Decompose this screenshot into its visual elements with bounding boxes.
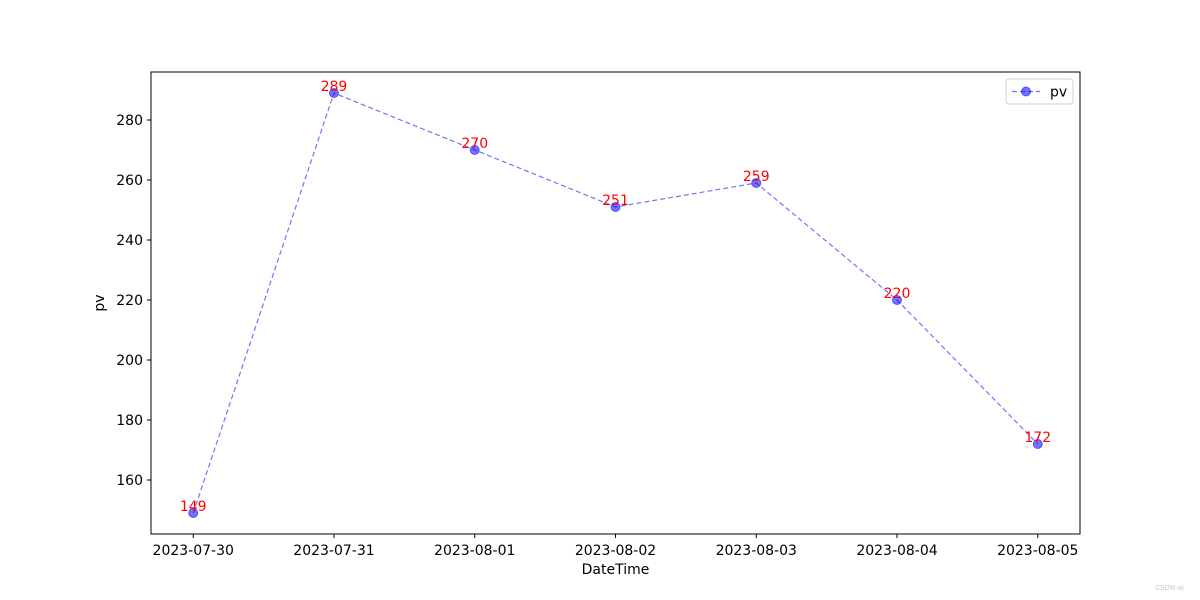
data-point	[469, 145, 480, 155]
x-tick-label: 2023-08-03	[716, 543, 797, 559]
data-label: 289	[321, 79, 348, 95]
y-tick-label: 240	[116, 233, 143, 249]
data-point	[188, 508, 199, 518]
plot-frame	[150, 71, 1081, 535]
pv-series-points	[188, 88, 1043, 518]
data-point	[328, 88, 339, 98]
x-tick-label: 2023-08-01	[434, 543, 515, 559]
data-label: 259	[743, 169, 770, 185]
x-axis: 2023-07-30 2023-07-31 2023-08-01 2023-08-02…	[153, 534, 1078, 559]
data-label: 220	[884, 286, 911, 302]
y-axis-label: pv	[92, 294, 108, 311]
data-label: 172	[1024, 430, 1051, 446]
x-tick-label: 2023-08-05	[997, 543, 1078, 559]
y-axis: 160 180 200 220 240 260 280	[116, 113, 151, 489]
legend: pv	[1005, 78, 1074, 105]
data-labels: 149 289 270 251 259 220 172	[180, 79, 1051, 515]
data-label: 149	[180, 499, 207, 515]
data-point	[610, 202, 621, 212]
y-tick-label: 260	[116, 173, 143, 189]
y-tick-label: 280	[116, 113, 143, 129]
legend-label: pv	[1050, 85, 1067, 101]
data-point	[1032, 439, 1043, 449]
x-tick-label: 2023-08-04	[856, 543, 937, 559]
data-point	[892, 295, 903, 305]
data-label: 251	[602, 193, 629, 209]
x-axis-label: DateTime	[582, 562, 650, 578]
data-label: 270	[461, 136, 488, 152]
legend-marker-swatch	[1021, 86, 1031, 97]
y-tick-label: 200	[116, 353, 143, 369]
pv-series-line	[192, 92, 1039, 514]
x-tick-label: 2023-07-30	[153, 543, 234, 559]
data-point	[751, 178, 762, 188]
x-tick-label: 2023-07-31	[293, 543, 374, 559]
y-tick-label: 160	[116, 473, 143, 489]
y-tick-label: 180	[116, 413, 143, 429]
y-tick-label: 220	[116, 293, 143, 309]
watermark: CSDN-ai	[1155, 584, 1184, 592]
x-tick-label: 2023-08-02	[575, 543, 656, 559]
